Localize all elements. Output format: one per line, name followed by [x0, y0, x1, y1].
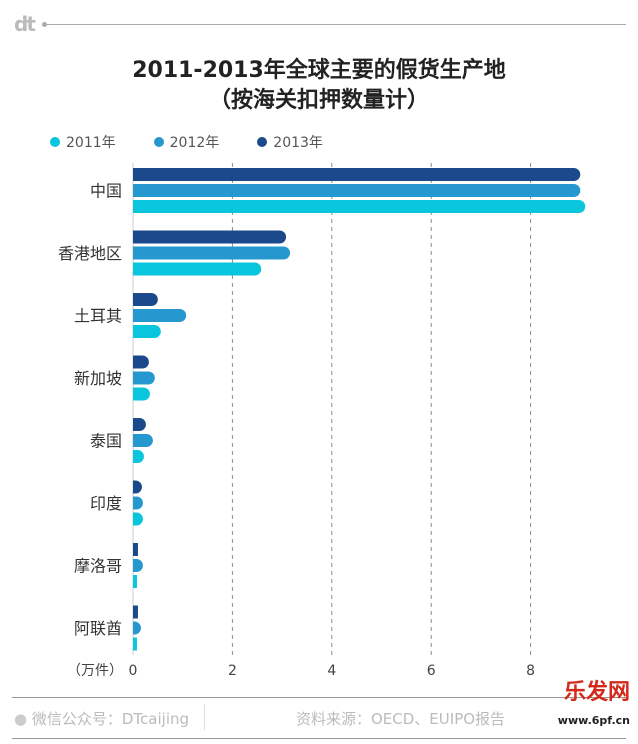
category-label: 印度 [90, 494, 122, 513]
bar [133, 512, 143, 526]
category-label: 阿联酋 [74, 619, 122, 638]
footer-divider-top [12, 697, 626, 698]
bar [133, 293, 158, 306]
chart-subtitle: （按海关扣押数量计） [208, 88, 429, 113]
legend-label: 2013年 [273, 135, 323, 151]
header-divider [44, 24, 626, 25]
bar [133, 575, 137, 588]
category-label: 泰国 [90, 432, 122, 451]
bar [133, 621, 141, 635]
bar [133, 480, 142, 494]
bar [133, 543, 138, 556]
bar [133, 230, 287, 244]
legend-swatch [50, 137, 60, 147]
wechat-icon: ● [14, 710, 28, 728]
category-label: 香港地区 [58, 244, 122, 263]
bar [133, 184, 581, 197]
legend-item: 2013年 [257, 132, 323, 152]
x-tick-label: 0 [129, 663, 138, 679]
bar [133, 262, 262, 276]
category-label: 中国 [90, 182, 122, 201]
legend-label: 2011年 [66, 135, 116, 151]
x-tick-label: 6 [427, 663, 436, 679]
bar [133, 309, 187, 322]
category-label: 新加坡 [74, 369, 122, 388]
bar [133, 496, 143, 510]
bar [133, 168, 581, 181]
watermark-url: www.6pf.cn [557, 714, 630, 727]
x-axis-unit-label: （万件） [67, 663, 123, 679]
bar [133, 387, 150, 401]
x-tick-label: 4 [327, 663, 336, 679]
wechat-label: 微信公众号：DTcaijing [31, 710, 190, 728]
bar [133, 418, 146, 431]
bar [133, 200, 586, 213]
bar [133, 450, 144, 463]
wechat-account: ● 微信公众号：DTcaijing [14, 708, 189, 729]
source-note: 资料来源：OECD、EUIPO报告 [296, 710, 506, 728]
bar [133, 371, 155, 385]
legend-label: 2012年 [169, 135, 220, 151]
x-tick-label: 2 [228, 663, 237, 679]
bar [133, 637, 137, 651]
bar [133, 605, 138, 619]
legend-swatch [153, 137, 164, 147]
footer-separator [204, 704, 205, 730]
category-label: 摩洛哥 [74, 557, 122, 576]
category-label: 土耳其 [74, 307, 122, 326]
chart-title: 2011-2013年全球主要的假货生产地 [132, 58, 506, 83]
legend-item: 2011年 [50, 132, 116, 152]
x-tick-label: 8 [526, 663, 535, 679]
legend-item: 2012年 [153, 132, 220, 152]
footer-divider-bottom [12, 738, 626, 739]
bar [133, 434, 153, 447]
legend-swatch [257, 137, 268, 147]
dt-logo: dt [14, 12, 36, 36]
bar [133, 559, 143, 572]
chart-title-block: 2011-2013年全球主要的假货生产地 （按海关扣押数量计） [0, 56, 638, 116]
bar [133, 325, 161, 338]
bar [133, 246, 291, 260]
legend: 2011年 2012年 2013年 [50, 132, 323, 152]
bar [133, 355, 149, 369]
watermark-logo: 乐发网 [563, 680, 630, 705]
